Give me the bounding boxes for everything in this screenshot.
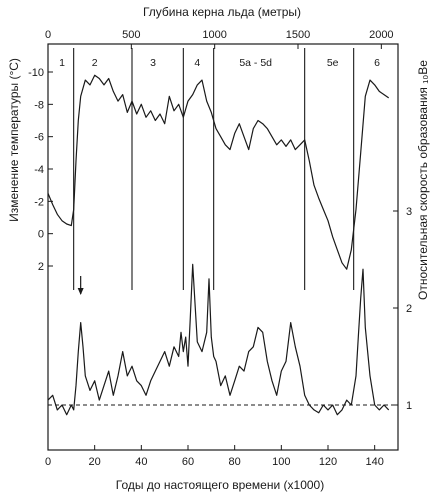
arrow-marker-head: [77, 288, 84, 295]
stage-label: 5a - 5d: [239, 57, 272, 69]
stage-label: 4: [194, 57, 200, 69]
top-axis-tick-label: 1500: [286, 29, 310, 41]
left-axis-tick-label: -8: [34, 99, 44, 111]
beryllium-series-line: [47, 263, 390, 416]
left-axis-tick-label: 0: [38, 229, 44, 241]
stage-label: 3: [150, 57, 156, 69]
top-axis-tick-label: 1000: [202, 29, 226, 41]
top-axis-tick-label: 2000: [369, 29, 393, 41]
bottom-axis-title: Годы до настоящего времени (x1000): [116, 478, 324, 492]
bottom-axis-tick-label: 60: [182, 456, 194, 468]
temperature-series-line: [47, 74, 390, 270]
stage-label: 1: [59, 57, 65, 69]
plot-frame: [47, 43, 399, 451]
left-axis-tick-label: 2: [38, 261, 44, 273]
top-axis-title: Глубина керна льда (метры): [143, 5, 301, 19]
right-axis-title: Относительная скорость образования ₁₀Be: [416, 60, 430, 300]
bottom-axis-tick-label: 140: [365, 456, 383, 468]
bottom-axis-tick-label: 80: [229, 456, 241, 468]
left-axis-tick-label: -6: [34, 132, 44, 144]
right-axis-tick-label: 1: [406, 400, 412, 412]
top-axis-tick-label: 0: [45, 29, 51, 41]
right-axis-tick-label: 3: [406, 206, 412, 218]
stage-label: 2: [92, 57, 98, 69]
stage-label: 6: [374, 57, 380, 69]
left-axis-tick-label: -4: [34, 164, 44, 176]
stage-label: 5e: [327, 57, 339, 69]
bottom-axis-tick-label: 100: [272, 456, 290, 468]
top-axis-tick-label: 500: [122, 29, 140, 41]
bottom-axis-tick-label: 120: [319, 456, 337, 468]
left-axis-tick-label: -2: [34, 196, 44, 208]
right-axis-tick-label: 2: [406, 303, 412, 315]
bottom-axis-tick-label: 40: [135, 456, 147, 468]
bottom-axis-tick-label: 0: [45, 456, 51, 468]
bottom-axis-tick-label: 20: [89, 456, 101, 468]
left-axis-tick-label: -10: [28, 67, 44, 79]
left-axis-title: Изменение температуры (°C): [7, 58, 21, 222]
